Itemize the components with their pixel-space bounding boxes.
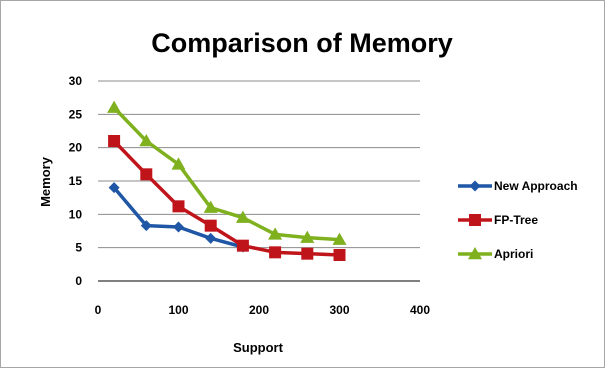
y-tick-label-20: 20 xyxy=(69,141,83,155)
series-line xyxy=(112,186,244,249)
series-fp-tree xyxy=(108,135,346,261)
data-point-2 xyxy=(172,200,185,213)
series-apriori xyxy=(107,100,347,245)
legend-label: FP-Tree xyxy=(494,213,538,227)
data-point-3 xyxy=(205,232,217,244)
x-axis-title: Support xyxy=(233,340,283,355)
x-tick-label-300: 300 xyxy=(329,303,349,317)
legend-item: Apriori xyxy=(458,247,533,261)
y-tick-label-30: 30 xyxy=(69,74,83,88)
data-point-0 xyxy=(107,100,122,113)
data-point-7 xyxy=(332,232,347,245)
y-tick-label-15: 15 xyxy=(69,174,83,188)
data-point-5 xyxy=(269,246,282,259)
legend-item: FP-Tree xyxy=(458,213,538,227)
y-axis-title: Memory xyxy=(38,156,53,207)
data-point-6 xyxy=(300,230,315,243)
y-axis-ticks: 0 5 10 15 20 25 30 xyxy=(69,74,83,288)
data-point-3 xyxy=(204,219,217,232)
legend-item: New Approach xyxy=(458,179,578,193)
data-point-4 xyxy=(235,210,250,223)
legend-label: New Approach xyxy=(494,179,578,193)
y-tick-label-0: 0 xyxy=(75,274,82,288)
x-axis-ticks: 0 100 200 300 400 xyxy=(95,303,431,317)
series-new-approach xyxy=(108,182,249,253)
data-point-0 xyxy=(108,182,120,194)
y-tick-label-5: 5 xyxy=(75,241,82,255)
x-tick-label-0: 0 xyxy=(95,303,102,317)
data-point-5 xyxy=(268,227,283,240)
x-tick-label-200: 200 xyxy=(249,303,269,317)
data-point-1 xyxy=(139,134,154,147)
series-layer xyxy=(107,100,347,261)
legend-swatch-marker xyxy=(468,247,482,260)
legend: New Approach FP-Tree Apriori xyxy=(458,179,578,261)
y-tick-label-25: 25 xyxy=(69,107,83,121)
data-point-2 xyxy=(171,157,186,170)
legend-swatch-marker xyxy=(469,214,481,226)
y-tick-label-10: 10 xyxy=(69,207,83,221)
data-point-1 xyxy=(140,220,152,232)
data-point-4 xyxy=(236,239,249,252)
x-tick-label-100: 100 xyxy=(168,303,188,317)
chart-title: Comparison of Memory xyxy=(151,28,453,58)
data-point-2 xyxy=(173,221,184,233)
data-point-6 xyxy=(301,247,314,260)
data-point-0 xyxy=(108,135,121,147)
x-tick-label-400: 400 xyxy=(410,303,430,317)
data-point-1 xyxy=(140,168,153,181)
legend-label: Apriori xyxy=(494,247,533,261)
legend-swatch-marker xyxy=(469,180,481,192)
data-point-7 xyxy=(333,249,346,261)
data-point-3 xyxy=(203,200,218,213)
